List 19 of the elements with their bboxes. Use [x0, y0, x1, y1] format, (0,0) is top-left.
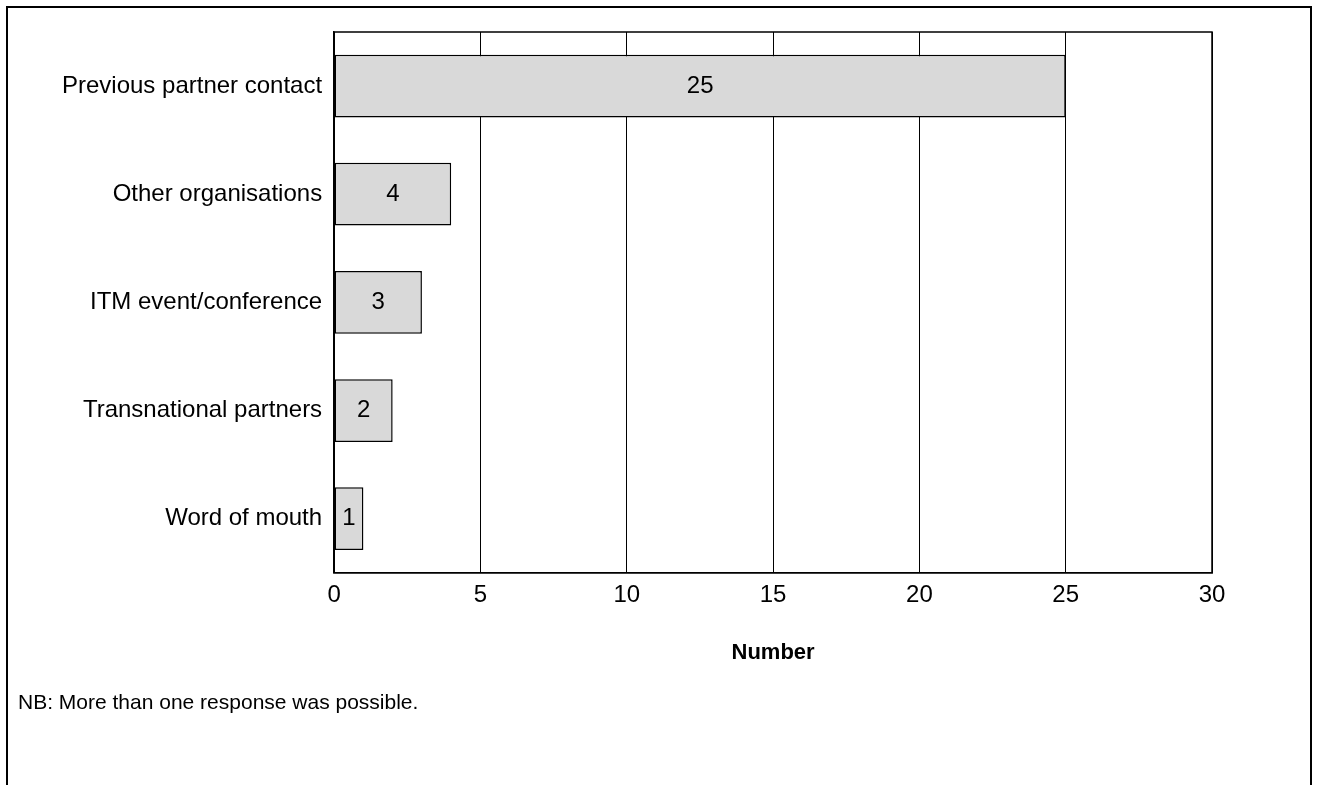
data-label: 4 [386, 178, 400, 206]
data-label: 2 [356, 395, 371, 423]
y-tick-label: Transnational partners [82, 395, 323, 423]
x-tick-label: 20 [906, 579, 933, 607]
x-tick-label: 25 [1052, 579, 1080, 607]
y-tick-label: Word of mouth [165, 503, 323, 531]
x-tick-label: 10 [613, 579, 641, 607]
data-label: 3 [371, 287, 385, 315]
text: NB: More than one response was possible. [18, 689, 419, 715]
x-tick-label: 15 [759, 579, 787, 607]
x-axis-title: Number [731, 638, 816, 664]
data-label: 25 [686, 70, 714, 98]
y-tick-label: Other organisations [112, 178, 323, 206]
y-tick-label: Previous partner contact [61, 70, 323, 98]
x-tick-label: 5 [473, 579, 488, 607]
y-tick-label: ITM event/conference [90, 287, 323, 315]
x-tick-label: 0 [327, 579, 341, 607]
x-tick-label: 30 [1198, 579, 1226, 607]
data-label: 1 [342, 503, 356, 531]
